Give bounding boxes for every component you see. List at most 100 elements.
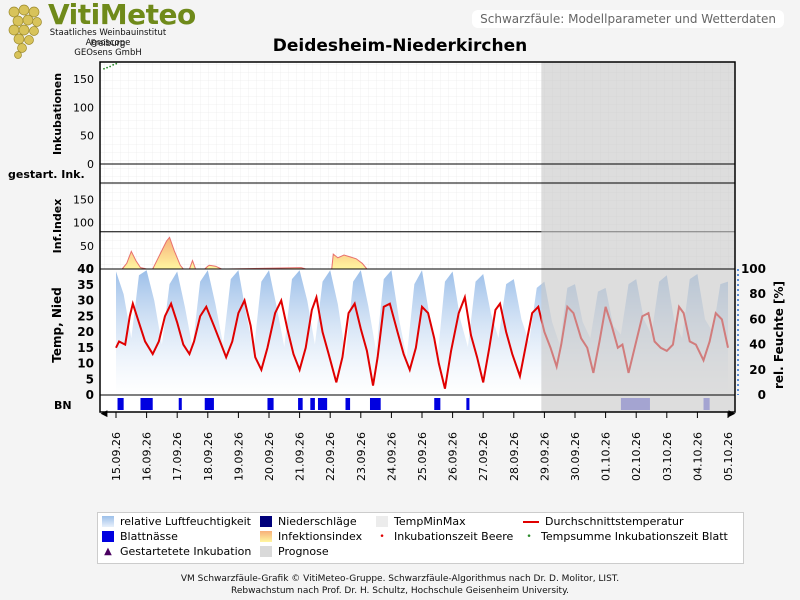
legend-label: Gestartetete Inkubation <box>120 545 252 558</box>
x-tick-label: 30.09.26 <box>569 432 582 481</box>
leaf-wetness-bar <box>140 398 153 410</box>
tempminmax-swatch-icon <box>376 516 388 527</box>
x-tick-label: 28.09.26 <box>508 432 521 481</box>
legend-item-berry: • Inkubationszeit Beere <box>376 530 513 543</box>
x-tick-label: 25.09.26 <box>416 432 429 481</box>
incubation-axis-label: Inkubationen <box>51 73 64 155</box>
leaf-wetness-bar <box>298 398 303 410</box>
leaf-wetness-bar <box>117 398 124 410</box>
y-tick-label: 0 <box>87 263 94 276</box>
legend-item-wetness: Blattnässe <box>102 530 178 543</box>
y-tick-label: 150 <box>73 193 94 206</box>
chart-title: Deidesheim-Niederkirchen <box>272 36 528 56</box>
leaf-wetness-bar <box>317 398 328 410</box>
red-dot-icon: • <box>379 531 385 542</box>
x-tick-label: 22.09.26 <box>324 432 337 481</box>
incubation-point <box>115 62 118 65</box>
x-tick-label: 27.09.26 <box>477 432 490 481</box>
y-right-tick-label: 20 <box>749 363 766 377</box>
y-tick-label: 40 <box>77 262 94 276</box>
y-tick-label: 10 <box>77 357 94 371</box>
weather-right-axis-label: rel. Feuchte [%] <box>772 281 786 389</box>
y-tick-label: 150 <box>73 73 94 86</box>
incubation-point <box>103 67 105 70</box>
y-tick-label: 100 <box>73 217 94 230</box>
y-tick-label: 50 <box>80 240 94 253</box>
legend-item-tempminmax: TempMinMax <box>376 515 466 528</box>
x-tick-label: 17.09.26 <box>171 432 184 481</box>
leaf-wetness-label: BN <box>54 399 72 412</box>
x-tick-label: 15.09.26 <box>110 432 123 481</box>
precip-swatch-icon <box>260 516 272 527</box>
leaf-wetness-bar <box>466 398 470 410</box>
leaf-wetness-bar <box>178 398 182 410</box>
y-tick-label: 0 <box>87 158 94 171</box>
plot-frame <box>99 61 736 413</box>
x-tick-label: 16.09.26 <box>141 432 154 481</box>
leaf-wetness-bar <box>204 398 214 410</box>
x-tick-label: 20.09.26 <box>263 432 276 481</box>
x-tick-label: 19.09.26 <box>232 432 245 481</box>
leaf-wetness-bar <box>310 398 315 410</box>
x-tick-label: 23.09.26 <box>355 432 368 481</box>
x-tick-label: 01.10.26 <box>600 432 613 481</box>
legend-label: relative Luftfeuchtigkeit <box>120 515 251 528</box>
incubation-point <box>106 66 108 69</box>
x-tick-label: 02.10.26 <box>630 432 643 481</box>
x-tick-label: 04.10.26 <box>691 432 704 481</box>
incubation-point <box>109 65 112 68</box>
legend-label: TempMinMax <box>394 515 466 528</box>
x-tick-label: 24.09.26 <box>385 432 398 481</box>
y-right-tick-label: 0 <box>758 388 766 402</box>
incubation-point <box>112 63 115 66</box>
forecast-swatch-icon <box>260 546 272 557</box>
legend-label: Niederschläge <box>278 515 357 528</box>
wetness-swatch-icon <box>102 531 114 542</box>
leaf-wetness-bar <box>434 398 441 410</box>
y-tick-label: 25 <box>77 309 94 323</box>
logo-line-1: Staatliches Weinbauinstitut Freiburg <box>49 28 167 49</box>
footer: VM Schwarzfäule-Grafik © VitiMeteo-Grupp… <box>0 573 800 597</box>
legend-item-forecast: Prognose <box>260 545 329 558</box>
legend-label: Tempsumme Inkubationszeit Blatt <box>541 530 728 543</box>
leaf-wetness-bar <box>267 398 274 410</box>
legend-item-leafsum: • Tempsumme Inkubationszeit Blatt <box>523 530 728 543</box>
y-tick-label: 15 <box>77 341 94 355</box>
red-line-icon <box>523 520 539 523</box>
legend-item-infindex: Infektionsindex <box>260 530 362 543</box>
logo-vit: Viti <box>48 0 100 31</box>
weather-left-axis-label: Temp, Nied <box>50 287 64 362</box>
y-tick-label: 5 <box>86 372 94 386</box>
index-swatch-icon <box>260 531 272 542</box>
legend-item-started: ▲ Gestartetete Inkubation <box>102 545 251 558</box>
legend-label: Prognose <box>278 545 329 558</box>
x-tick-label: 29.09.26 <box>538 432 551 481</box>
y-right-tick-label: 80 <box>749 287 766 301</box>
forecast-shading <box>541 62 735 412</box>
y-tick-label: 30 <box>77 294 94 308</box>
y-tick-label: 35 <box>77 278 94 292</box>
y-right-tick-label: 100 <box>741 262 766 276</box>
legend: relative Luftfeuchtigkeit Niederschläge … <box>97 512 744 564</box>
legend-item-precip: Niederschläge <box>260 515 357 528</box>
footer-line-1: VM Schwarzfäule-Grafik © VitiMeteo-Grupp… <box>180 574 620 584</box>
infection-index-axis-label: Inf.Index <box>51 199 64 254</box>
started-incubation-label: gestart. Ink. <box>8 168 85 181</box>
grape-logo-icon <box>8 4 42 59</box>
x-tick-label: 18.09.26 <box>202 432 215 481</box>
triangle-icon: ▲ <box>104 546 112 557</box>
legend-label: Infektionsindex <box>278 530 363 543</box>
logo-title: VitiMeteo <box>48 0 196 31</box>
legend-item-avgtemp: Durchschnittstemperatur <box>523 515 684 528</box>
humidity-swatch-icon <box>102 516 114 527</box>
legend-label: Durchschnittstemperatur <box>545 515 684 528</box>
scroll-right-icon: ▶ <box>729 409 736 419</box>
y-right-tick-label: 40 <box>749 338 766 352</box>
model-info-box: Schwarzfäule: Modellparameter und Wetter… <box>472 10 784 28</box>
x-tick-label: 21.09.26 <box>294 432 307 481</box>
x-tick-label: 26.09.26 <box>447 432 460 481</box>
legend-label: Blattnässe <box>120 530 178 543</box>
footer-line-2: Rebwachstum nach Prof. Dr. H. Schultz, H… <box>231 586 569 596</box>
y-tick-label: 100 <box>73 101 94 114</box>
